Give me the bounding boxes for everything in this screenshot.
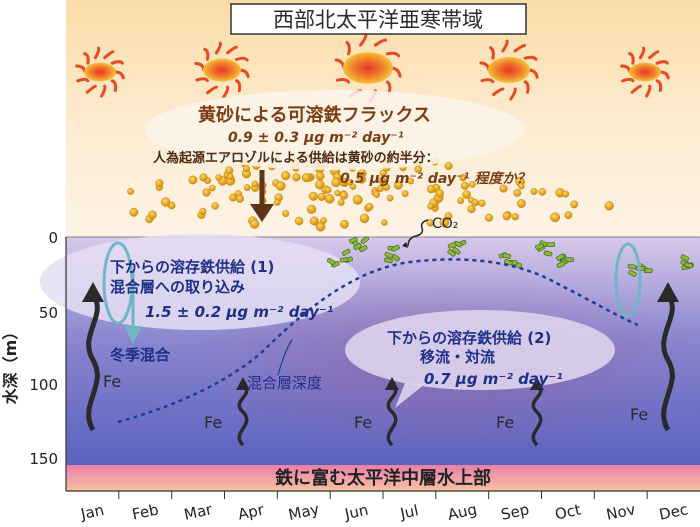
month-label-dec: Dec [658,500,690,524]
intermediate-water-band [66,465,700,491]
month-label-aug: Aug [446,500,478,524]
fe-label-dec: Fe [630,405,648,424]
supply1-backdrop [40,234,360,330]
mixed-layer-depth-line [117,258,639,424]
supply1-subtitle: 混合層への取り込み [110,278,245,296]
sun-icon [620,46,670,98]
co2-arrow-icon [402,242,408,248]
dust-particles [127,150,614,232]
phytoplankton-icon [680,254,694,271]
supply2-title: 下からの溶存鉄供給 (2) [387,329,551,347]
flux-label-backdrop [145,90,525,170]
winter-mixing-label: 冬季混合 [110,346,171,364]
depth-axis-title: 水深（m） [1,324,20,405]
month-axis: Jan Feb Mar Apr May Jun Jul Aug Sep Oct Nov Dec [66,490,700,524]
depth-tick-100: 100 [29,376,58,394]
sun-icon [194,41,250,99]
phytoplankton-icon [384,244,400,264]
depth-tick-0: 0 [48,229,58,247]
phytoplankton-icon [326,248,353,268]
dust-flux-label: 黄砂による可溶鉄フラックス [198,104,431,126]
sun-icon [479,39,539,101]
phytoplankton-icon [535,240,556,257]
phytoplankton-icon [348,236,369,253]
month-label-nov: Nov [605,500,637,524]
month-label-oct: Oct [553,500,582,523]
winter-mixing-loop-right [614,242,642,318]
depth-tick-150: 150 [29,450,58,468]
sun-icon [75,46,125,98]
phytoplankton-icon [447,239,467,257]
dust-deposition-arrow [250,204,274,222]
intermediate-water-label: 鉄に富む太平洋中層水上部 [275,467,491,489]
month-label-jan: Jan [78,501,105,524]
month-label-sep: Sep [499,500,530,523]
supply1-title: 下からの溶存鉄供給 (1) [110,258,274,276]
supply1-value: 1.5 ± 0.2 μg m⁻² day⁻¹ [145,303,333,321]
dust-flux-value: 0.9 ± 0.3 μg m⁻² day⁻¹ [228,130,404,146]
supply2-backdrop [345,310,615,390]
title-box [230,3,527,35]
month-label-mar: Mar [182,500,214,524]
fe-label-jan: Fe [103,372,121,391]
depth-axis: 0 50 100 150 水深（m） [1,229,67,491]
supply2-value: 0.7 μg m⁻² day⁻¹ [424,370,563,388]
month-label-jul: Jul [398,501,420,523]
fe-arrow-dec-head [657,282,679,302]
anthro-line1: 人為起源エアロゾルによる供給は黄砂の約半分： [153,150,439,166]
fe-label-sep: Fe [496,413,514,432]
month-label-may: May [287,500,321,524]
supply2-subtitle: 移流・対流 [420,348,495,366]
depth-tick-50: 50 [39,304,58,322]
phytoplankton-icon [556,253,574,268]
fe-label-apr: Fe [204,413,222,432]
anthro-line2: 0.5 μg m⁻² day⁻¹ 程度か？ [340,170,530,187]
fe-label-jul: Fe [354,413,372,432]
page-title: 西部北太平洋亜寒帯域 [273,8,483,32]
month-label-jun: Jun [342,501,370,524]
month-label-feb: Feb [130,500,160,523]
mixed-layer-depth-label: 混合層深度 [247,374,322,392]
fe-arrow-jan-head [82,282,104,302]
fe-upwelling-arrows [82,282,679,447]
month-label-apr: Apr [236,500,266,523]
co2-label: CO₂ [432,216,458,232]
